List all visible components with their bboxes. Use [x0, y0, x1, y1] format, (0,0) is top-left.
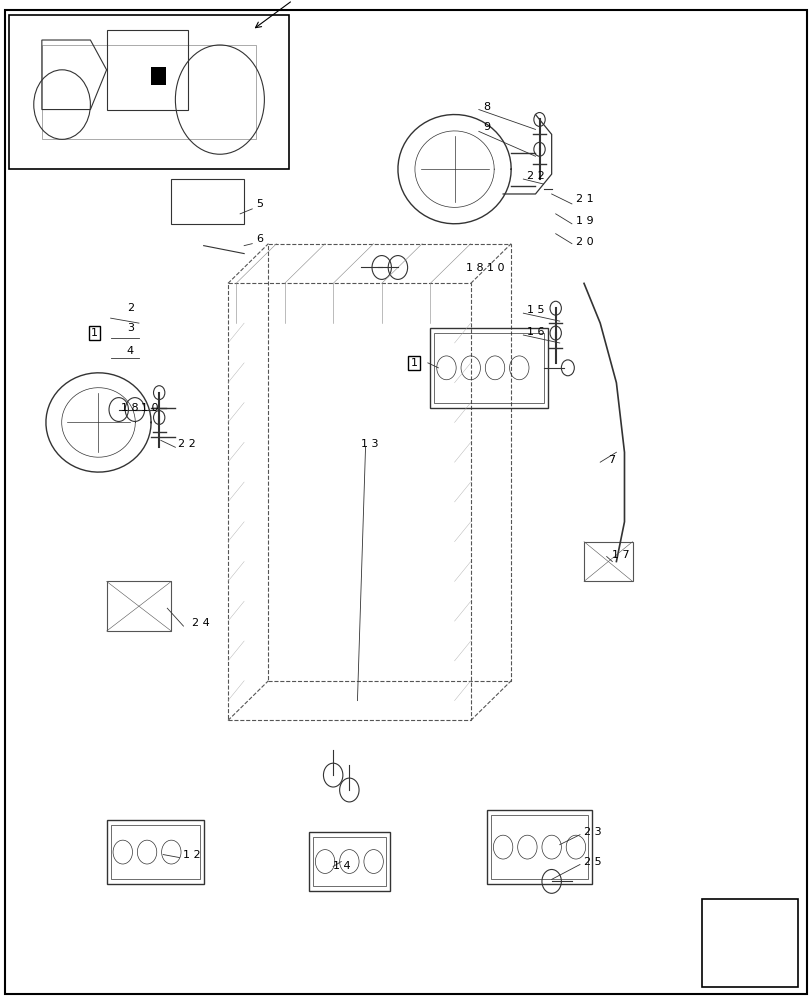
Text: 7: 7: [607, 455, 615, 465]
Text: 2 5: 2 5: [583, 857, 601, 867]
Bar: [430, 328, 547, 408]
Text: 2 2: 2 2: [526, 171, 544, 181]
Text: 1 8: 1 8: [121, 403, 139, 413]
Text: 1 6: 1 6: [526, 327, 544, 337]
Text: 1 5: 1 5: [526, 305, 544, 315]
Text: 1 2: 1 2: [182, 850, 200, 860]
Bar: [106, 820, 204, 884]
Text: 1: 1: [91, 328, 98, 338]
Bar: [308, 832, 389, 891]
Text: 2 3: 2 3: [583, 827, 601, 837]
Bar: [583, 542, 632, 581]
Bar: [106, 581, 171, 631]
Text: 1 4: 1 4: [333, 861, 350, 871]
Text: 4: 4: [127, 346, 134, 356]
Text: 3: 3: [127, 323, 134, 333]
Text: 8: 8: [483, 102, 489, 112]
Text: 1: 1: [410, 358, 417, 368]
Text: 1 3: 1 3: [361, 439, 379, 449]
Bar: [151, 67, 165, 85]
Bar: [702, 899, 796, 987]
Text: 2 0: 2 0: [575, 237, 593, 247]
Text: 1 0: 1 0: [487, 263, 504, 273]
Bar: [110, 825, 200, 879]
Text: 1 0: 1 0: [140, 403, 158, 413]
Bar: [312, 837, 385, 886]
Polygon shape: [742, 902, 774, 922]
Bar: [487, 810, 591, 884]
Text: 2 1: 2 1: [575, 194, 593, 204]
Bar: [42, 45, 256, 139]
Bar: [171, 179, 244, 224]
Text: 1 7: 1 7: [611, 550, 629, 560]
Bar: [10, 15, 288, 169]
Text: 2 4: 2 4: [191, 618, 209, 628]
Text: 5: 5: [256, 199, 263, 209]
Polygon shape: [710, 912, 782, 967]
Text: 1 8: 1 8: [466, 263, 483, 273]
Text: 6: 6: [256, 234, 263, 244]
Bar: [434, 333, 543, 403]
Text: 2 2: 2 2: [178, 439, 195, 449]
Text: 9: 9: [483, 122, 489, 132]
Text: 1 9: 1 9: [575, 216, 593, 226]
Text: 2: 2: [127, 303, 134, 313]
Bar: [491, 815, 587, 879]
